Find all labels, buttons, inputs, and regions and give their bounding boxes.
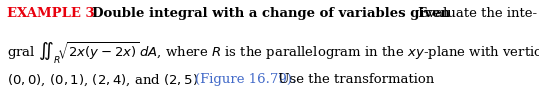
Text: $(0, 0)$, $(0, 1)$, $(2, 4)$, and $(2, 5)$: $(0, 0)$, $(0, 1)$, $(2, 4)$, and $(2, 5…: [7, 73, 199, 88]
Text: Evaluate the inte-: Evaluate the inte-: [418, 7, 537, 20]
Text: Use the transformation: Use the transformation: [274, 73, 434, 86]
Text: (Figure 16.79).: (Figure 16.79).: [195, 73, 296, 86]
Text: Double integral with a change of variables given: Double integral with a change of variabl…: [92, 7, 450, 20]
Text: gral $\iint_R \!\sqrt{2x(y - 2x)}\,dA$, where $R$ is the parallelogram in the $x: gral $\iint_R \!\sqrt{2x(y - 2x)}\,dA$, …: [7, 40, 539, 66]
Text: EXAMPLE 3: EXAMPLE 3: [7, 7, 95, 20]
